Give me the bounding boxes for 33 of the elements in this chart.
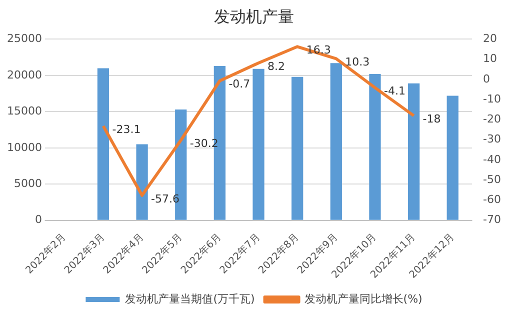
data-label: -23.1 xyxy=(112,122,141,136)
y-tick-label: 5000 xyxy=(14,177,42,190)
legend-label: 发动机产量当期值(万千瓦) xyxy=(125,292,255,306)
legend-label: 发动机产量同比增长(%) xyxy=(304,292,422,306)
bar xyxy=(408,83,420,220)
y-tick-label: 15000 xyxy=(6,104,42,118)
y-tick-label: 0 xyxy=(34,213,42,226)
bar xyxy=(136,144,148,220)
y2-tick-label: -30 xyxy=(483,132,501,146)
y2-tick-label: -20 xyxy=(483,112,501,126)
y2-tick-label: 0 xyxy=(483,72,490,86)
data-label: -0.7 xyxy=(228,78,250,91)
y-tick-label: 20000 xyxy=(6,68,42,82)
data-label: -4.1 xyxy=(384,84,406,98)
bar xyxy=(292,76,304,220)
bar xyxy=(369,74,381,220)
y2-tick-label: 20 xyxy=(483,32,498,46)
y2-tick-label: -70 xyxy=(483,213,501,226)
y-tick-label: 10000 xyxy=(6,140,42,154)
y-tick-label: 25000 xyxy=(6,32,42,46)
chart-title: 发动机产量 xyxy=(214,6,294,26)
data-label: 10.3 xyxy=(345,56,370,69)
data-label: -18 xyxy=(422,112,441,126)
data-label: 8.2 xyxy=(268,60,286,73)
y2-tick-label: -40 xyxy=(483,152,501,166)
bar xyxy=(97,68,110,220)
bar xyxy=(330,63,342,220)
bar xyxy=(446,96,458,220)
bar xyxy=(252,68,264,220)
y2-tick-label: -10 xyxy=(483,92,501,106)
y2-tick-label: 10 xyxy=(483,52,498,66)
y2-tick-label: -50 xyxy=(483,172,501,186)
y2-tick-label: -60 xyxy=(483,193,501,206)
